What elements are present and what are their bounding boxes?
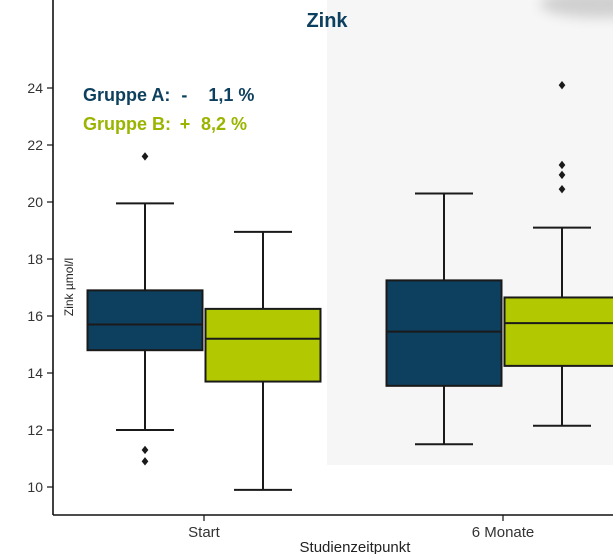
y-tick-label-10: 10 [27,479,43,495]
outlier-point-2 [141,152,149,161]
box-1-1 [503,80,613,427]
outlier-point-0 [558,184,566,194]
outlier-point-1 [558,170,566,180]
y-tick-label-20: 20 [27,194,43,210]
axes: 10 12 14 16 18 20 22 24 Start 6 Monate [27,0,613,541]
chart-title: Zink [306,10,348,32]
box-iqr [204,307,322,383]
annotation-gruppe-a-label: Gruppe A: [83,85,171,105]
box-0-1 [385,192,503,446]
x-axis-label: Studienzeitpunkt [300,539,412,554]
box-iqr [385,279,503,387]
box-1-0 [204,230,322,491]
annotation-gruppe-b-sign: + [179,114,191,134]
annotation-gruppe-a-value: 1,1 % [208,85,255,105]
y-tick-label-24: 24 [27,80,43,96]
annotation-gruppe-b-label: Gruppe B: [83,114,171,134]
box-iqr [86,289,204,352]
outlier-point-1 [141,457,149,466]
x-tick-label-1: 6 Monate [472,524,535,541]
annotation-gruppe-a: Gruppe A: -1,1 % [83,85,254,106]
annotation-gruppe-b: Gruppe B: +8,2 % [83,114,247,135]
annotation-gruppe-a-sign: - [181,85,188,105]
y-tick-label-18: 18 [27,251,43,267]
y-tick-label-14: 14 [27,365,43,381]
background-panel [327,0,613,465]
y-tick-label-16: 16 [27,308,43,324]
x-tick-label-0: Start [188,524,221,541]
y-tick-label-12: 12 [27,422,43,438]
annotation-gruppe-b-value: 8,2 % [201,114,248,134]
box-0-0 [86,152,204,466]
box-iqr [503,296,613,367]
outlier-point-2 [558,160,566,170]
outlier-point-0 [141,445,149,455]
outlier-point-3 [558,80,566,90]
box-plots [86,80,613,491]
y-tick-label-22: 22 [27,137,43,153]
y-axis-label: Zink µmol/l [62,258,76,316]
background-shadow [540,0,613,18]
